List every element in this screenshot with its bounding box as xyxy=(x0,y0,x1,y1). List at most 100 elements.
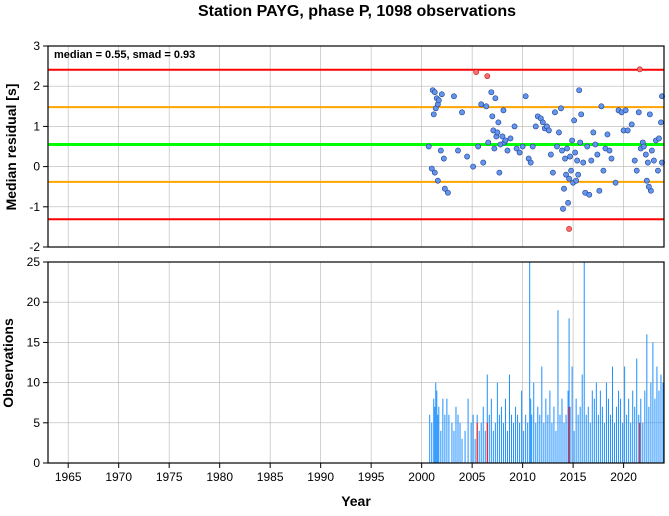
residual-point xyxy=(568,167,574,174)
residual-point xyxy=(539,119,546,126)
residual-point xyxy=(572,149,579,156)
residual-point xyxy=(552,109,558,116)
observation-bar xyxy=(531,414,533,463)
year-x-axis-label: Year xyxy=(341,493,371,509)
observation-bar xyxy=(504,398,506,463)
residual-point xyxy=(577,139,584,146)
residual-point xyxy=(645,183,652,190)
residual-point xyxy=(492,95,499,102)
residual-point xyxy=(478,101,485,108)
observation-bar xyxy=(620,398,622,463)
observation-bar xyxy=(444,414,446,463)
residual-point xyxy=(575,171,582,178)
residual-point xyxy=(646,111,653,118)
observation-bar xyxy=(648,406,650,463)
observation-bar xyxy=(459,422,461,463)
residual-point xyxy=(444,189,451,196)
observation-bar xyxy=(488,414,490,463)
residual-point xyxy=(502,137,509,144)
observations-y-axis-label: Observations xyxy=(0,318,16,408)
residual-points xyxy=(425,66,665,232)
rejected-observation-bar xyxy=(568,406,570,463)
residual-point xyxy=(485,139,492,146)
x-tick-label: 1985 xyxy=(257,470,284,484)
observation-bar xyxy=(506,430,508,463)
residual-point xyxy=(590,129,597,136)
observation-bar xyxy=(611,366,613,463)
residual-point xyxy=(594,151,601,158)
observation-bar xyxy=(575,398,577,463)
residual-point xyxy=(592,141,599,148)
observation-bar xyxy=(553,406,555,463)
observation-bar xyxy=(638,414,640,463)
residual-point xyxy=(519,143,526,150)
residual-point xyxy=(470,163,477,170)
observation-bar xyxy=(453,430,455,463)
residual-point xyxy=(425,143,432,150)
observation-bar xyxy=(644,390,646,463)
observation-bar xyxy=(431,422,433,463)
x-tick-label: 2015 xyxy=(560,470,587,484)
residual-point xyxy=(495,119,502,126)
observation-bar xyxy=(569,406,571,463)
x-tick-label: 1975 xyxy=(156,470,183,484)
y-tick-label: 20 xyxy=(27,295,41,309)
residual-point xyxy=(642,151,649,158)
observation-bar xyxy=(496,382,498,463)
x-tick-label: 1980 xyxy=(206,470,233,484)
residual-point xyxy=(499,133,506,140)
observation-bar xyxy=(437,414,439,463)
residual-point xyxy=(547,151,554,158)
residual-point xyxy=(438,91,445,98)
observation-bar xyxy=(593,398,595,463)
residual-point xyxy=(658,119,664,126)
observation-bar xyxy=(492,430,494,463)
x-tick-label: 1990 xyxy=(307,470,334,484)
residual-frame xyxy=(47,45,665,248)
residual-point xyxy=(545,127,552,134)
observation-bar xyxy=(451,422,453,463)
residual-point xyxy=(651,157,657,164)
residual-point xyxy=(564,145,570,152)
observation-bar xyxy=(601,406,603,463)
residual-point xyxy=(560,205,566,212)
observation-bar xyxy=(640,398,642,463)
observation-bar xyxy=(646,334,648,463)
residual-point xyxy=(513,145,520,152)
observation-bar xyxy=(583,262,585,463)
residual-point xyxy=(558,105,564,112)
observation-bar xyxy=(523,430,525,463)
residual-point xyxy=(440,155,447,162)
observation-bar xyxy=(632,390,634,463)
observation-bar xyxy=(537,406,539,463)
residual-point xyxy=(567,153,573,160)
residual-point xyxy=(559,147,565,154)
observation-bar xyxy=(587,406,589,463)
observation-bar xyxy=(636,358,638,463)
observation-bar xyxy=(656,366,658,463)
observation-bar xyxy=(448,414,450,463)
residual-point xyxy=(451,93,457,100)
residual-point xyxy=(522,93,529,100)
observation-bar xyxy=(630,422,632,463)
observation-bar xyxy=(535,422,537,463)
observation-bar xyxy=(502,422,504,463)
residual-point xyxy=(556,129,562,136)
residual-point xyxy=(656,135,662,142)
y-tick-label: 1 xyxy=(33,119,40,133)
observation-bar xyxy=(654,398,656,463)
observation-bar xyxy=(545,398,547,463)
residual-point xyxy=(600,167,607,174)
outlier-point xyxy=(566,226,572,232)
residual-point xyxy=(644,159,651,166)
observation-bar xyxy=(533,382,535,463)
observation-bar xyxy=(435,382,437,463)
residual-point xyxy=(604,131,611,138)
residual-point xyxy=(576,87,583,94)
residual-point xyxy=(532,123,539,130)
observation-bar xyxy=(521,390,523,463)
observation-bar xyxy=(551,422,553,463)
residual-point xyxy=(659,93,665,100)
observation-bar xyxy=(547,414,549,463)
